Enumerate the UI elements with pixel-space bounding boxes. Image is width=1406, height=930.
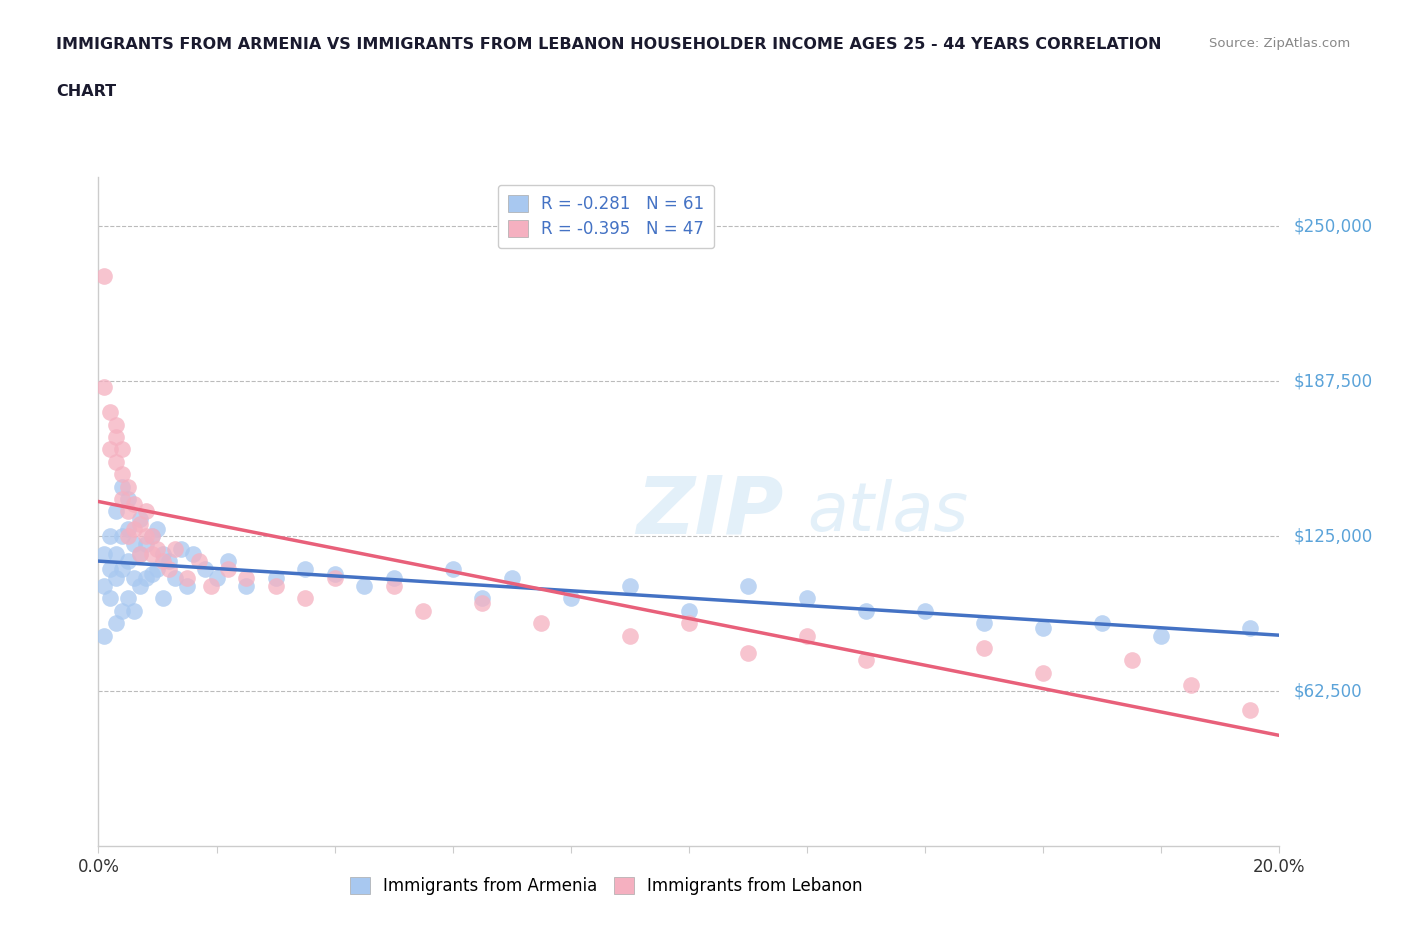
Text: ZIP: ZIP xyxy=(636,472,783,551)
Legend: Immigrants from Armenia, Immigrants from Lebanon: Immigrants from Armenia, Immigrants from… xyxy=(340,867,873,905)
Text: $250,000: $250,000 xyxy=(1294,218,1372,235)
Text: $187,500: $187,500 xyxy=(1294,372,1372,391)
Text: IMMIGRANTS FROM ARMENIA VS IMMIGRANTS FROM LEBANON HOUSEHOLDER INCOME AGES 25 - : IMMIGRANTS FROM ARMENIA VS IMMIGRANTS FR… xyxy=(56,37,1161,52)
Text: $62,500: $62,500 xyxy=(1294,683,1362,700)
Text: Source: ZipAtlas.com: Source: ZipAtlas.com xyxy=(1209,37,1350,50)
Text: $125,000: $125,000 xyxy=(1294,527,1372,545)
Text: CHART: CHART xyxy=(56,84,117,99)
Text: atlas: atlas xyxy=(807,479,969,544)
